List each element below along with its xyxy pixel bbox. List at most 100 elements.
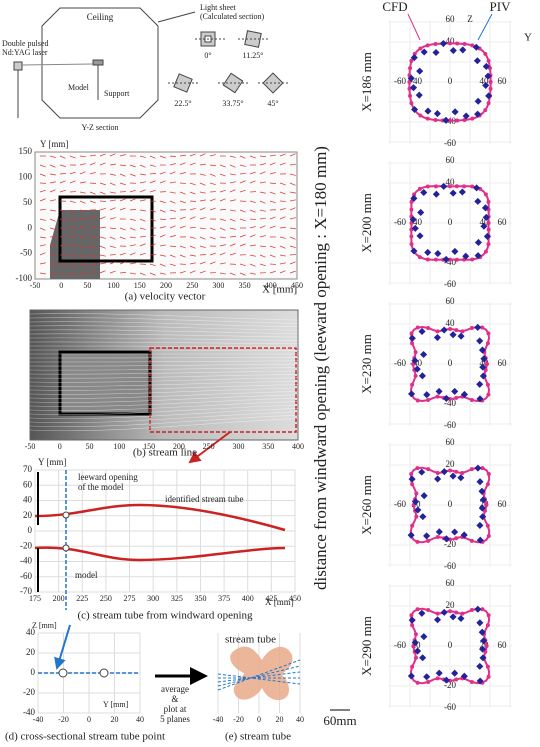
label: Y [mm] bbox=[38, 457, 66, 467]
label: 60 bbox=[446, 437, 456, 447]
piv-point bbox=[418, 328, 425, 335]
piv-point bbox=[476, 522, 483, 529]
piv-point bbox=[476, 478, 483, 485]
piv-point bbox=[434, 334, 441, 341]
x-tick-label: -20 bbox=[233, 715, 244, 724]
piv-point bbox=[436, 670, 443, 677]
plane-label: X=260 mm bbox=[359, 475, 374, 535]
x-tick-label: 0 bbox=[87, 715, 91, 724]
piv-point bbox=[451, 528, 458, 535]
y-tick-label: 150 bbox=[19, 146, 33, 156]
label: model bbox=[75, 570, 98, 580]
label: Double pulsed bbox=[2, 39, 48, 48]
piv-point bbox=[416, 92, 423, 99]
label: 60 bbox=[498, 358, 508, 368]
x-tick-label: 400 bbox=[292, 442, 304, 451]
y-tick-label: 20 bbox=[23, 510, 33, 520]
piv-point bbox=[458, 333, 465, 340]
x-tick-label: 375 bbox=[218, 594, 230, 603]
piv-point bbox=[434, 110, 441, 117]
piv-point bbox=[459, 188, 466, 195]
ceiling: Ceiling bbox=[87, 12, 114, 22]
label: (a) velocity vector bbox=[125, 291, 206, 303]
setup-diagram bbox=[14, 8, 290, 118]
piv-point bbox=[416, 68, 423, 75]
piv-point bbox=[418, 610, 425, 617]
y-tick-label: 0 bbox=[28, 525, 33, 535]
x-tick-label: 325 bbox=[171, 594, 183, 603]
label: Y [mm] bbox=[103, 700, 129, 709]
label: 40 bbox=[446, 318, 456, 328]
piv-point bbox=[423, 532, 430, 539]
x-tick-label: 40 bbox=[136, 715, 144, 724]
label: Y-Z section bbox=[81, 123, 118, 132]
plane-label: X=200 mm bbox=[359, 193, 374, 253]
y-tick-label: 60 bbox=[23, 479, 33, 489]
piv-point bbox=[450, 47, 457, 54]
piv-point bbox=[416, 232, 423, 239]
piv-point bbox=[450, 190, 457, 197]
label: PIV bbox=[490, 0, 512, 14]
label: -60 bbox=[394, 499, 406, 509]
label: 60 bbox=[498, 499, 508, 509]
piv-point bbox=[434, 475, 441, 482]
x-tick-label: -50 bbox=[25, 442, 36, 451]
y-tick-label: 70 bbox=[23, 464, 33, 474]
label: 60 bbox=[498, 640, 508, 650]
piv-point bbox=[434, 616, 441, 623]
point bbox=[100, 669, 108, 677]
x-tick-label: 300 bbox=[232, 442, 244, 451]
x-tick-label: 50 bbox=[83, 281, 91, 290]
label: 20 bbox=[446, 600, 456, 610]
label: Z [mm] bbox=[32, 621, 57, 630]
piv-point bbox=[476, 663, 483, 670]
piv-point bbox=[474, 606, 481, 613]
x-tick-label: 100 bbox=[108, 281, 120, 290]
piv-point bbox=[436, 528, 443, 535]
point bbox=[63, 512, 69, 518]
label: -60 bbox=[394, 217, 406, 227]
x-tick-label: 275 bbox=[124, 594, 136, 603]
piv-point bbox=[476, 381, 483, 388]
x-tick-label: 100 bbox=[113, 442, 125, 451]
x-tick-label: 350 bbox=[194, 594, 206, 603]
piv-point bbox=[450, 331, 457, 338]
piv-point bbox=[408, 532, 415, 539]
x-tick-label: 0 bbox=[59, 281, 63, 290]
piv-point bbox=[474, 57, 481, 64]
piv-point bbox=[423, 673, 430, 680]
label: 60 bbox=[446, 14, 456, 24]
piv-point bbox=[475, 98, 482, 105]
label: 0 bbox=[448, 76, 453, 86]
piv-point bbox=[419, 513, 426, 520]
piv-point bbox=[420, 351, 427, 358]
label: -60 bbox=[394, 640, 406, 650]
label: (d) cross-sectional stream tube point bbox=[5, 731, 165, 743]
piv-point bbox=[451, 388, 458, 395]
piv-point bbox=[419, 372, 426, 379]
label: 60 bbox=[498, 217, 508, 227]
label: Light sheet bbox=[200, 3, 237, 12]
y-tick-label: -60 bbox=[20, 571, 32, 581]
label: -60 bbox=[394, 358, 406, 368]
x-tick-label: 250 bbox=[100, 594, 112, 603]
axis-title: distance from windward opening (leeward … bbox=[311, 146, 330, 590]
label: (e) stream tube bbox=[225, 731, 291, 743]
panel-a bbox=[35, 152, 297, 279]
piv-point bbox=[476, 337, 483, 344]
label: 60 bbox=[446, 578, 456, 588]
label: Y bbox=[524, 32, 532, 44]
label: 5 planes bbox=[160, 714, 190, 724]
x-tick-label: -50 bbox=[30, 281, 41, 290]
x-tick-label: 225 bbox=[76, 594, 88, 603]
label: 0° bbox=[204, 51, 211, 60]
label: Nd:YAG laser bbox=[2, 48, 48, 57]
piv-point bbox=[441, 468, 448, 475]
x-tick-label: 350 bbox=[262, 442, 274, 451]
label: Y [mm] bbox=[40, 139, 68, 149]
y-tick-label: 50 bbox=[23, 197, 33, 207]
piv-point bbox=[421, 492, 428, 499]
label: 45° bbox=[267, 99, 278, 108]
label: Z bbox=[467, 14, 473, 24]
y-tick-label: -50 bbox=[20, 248, 32, 258]
